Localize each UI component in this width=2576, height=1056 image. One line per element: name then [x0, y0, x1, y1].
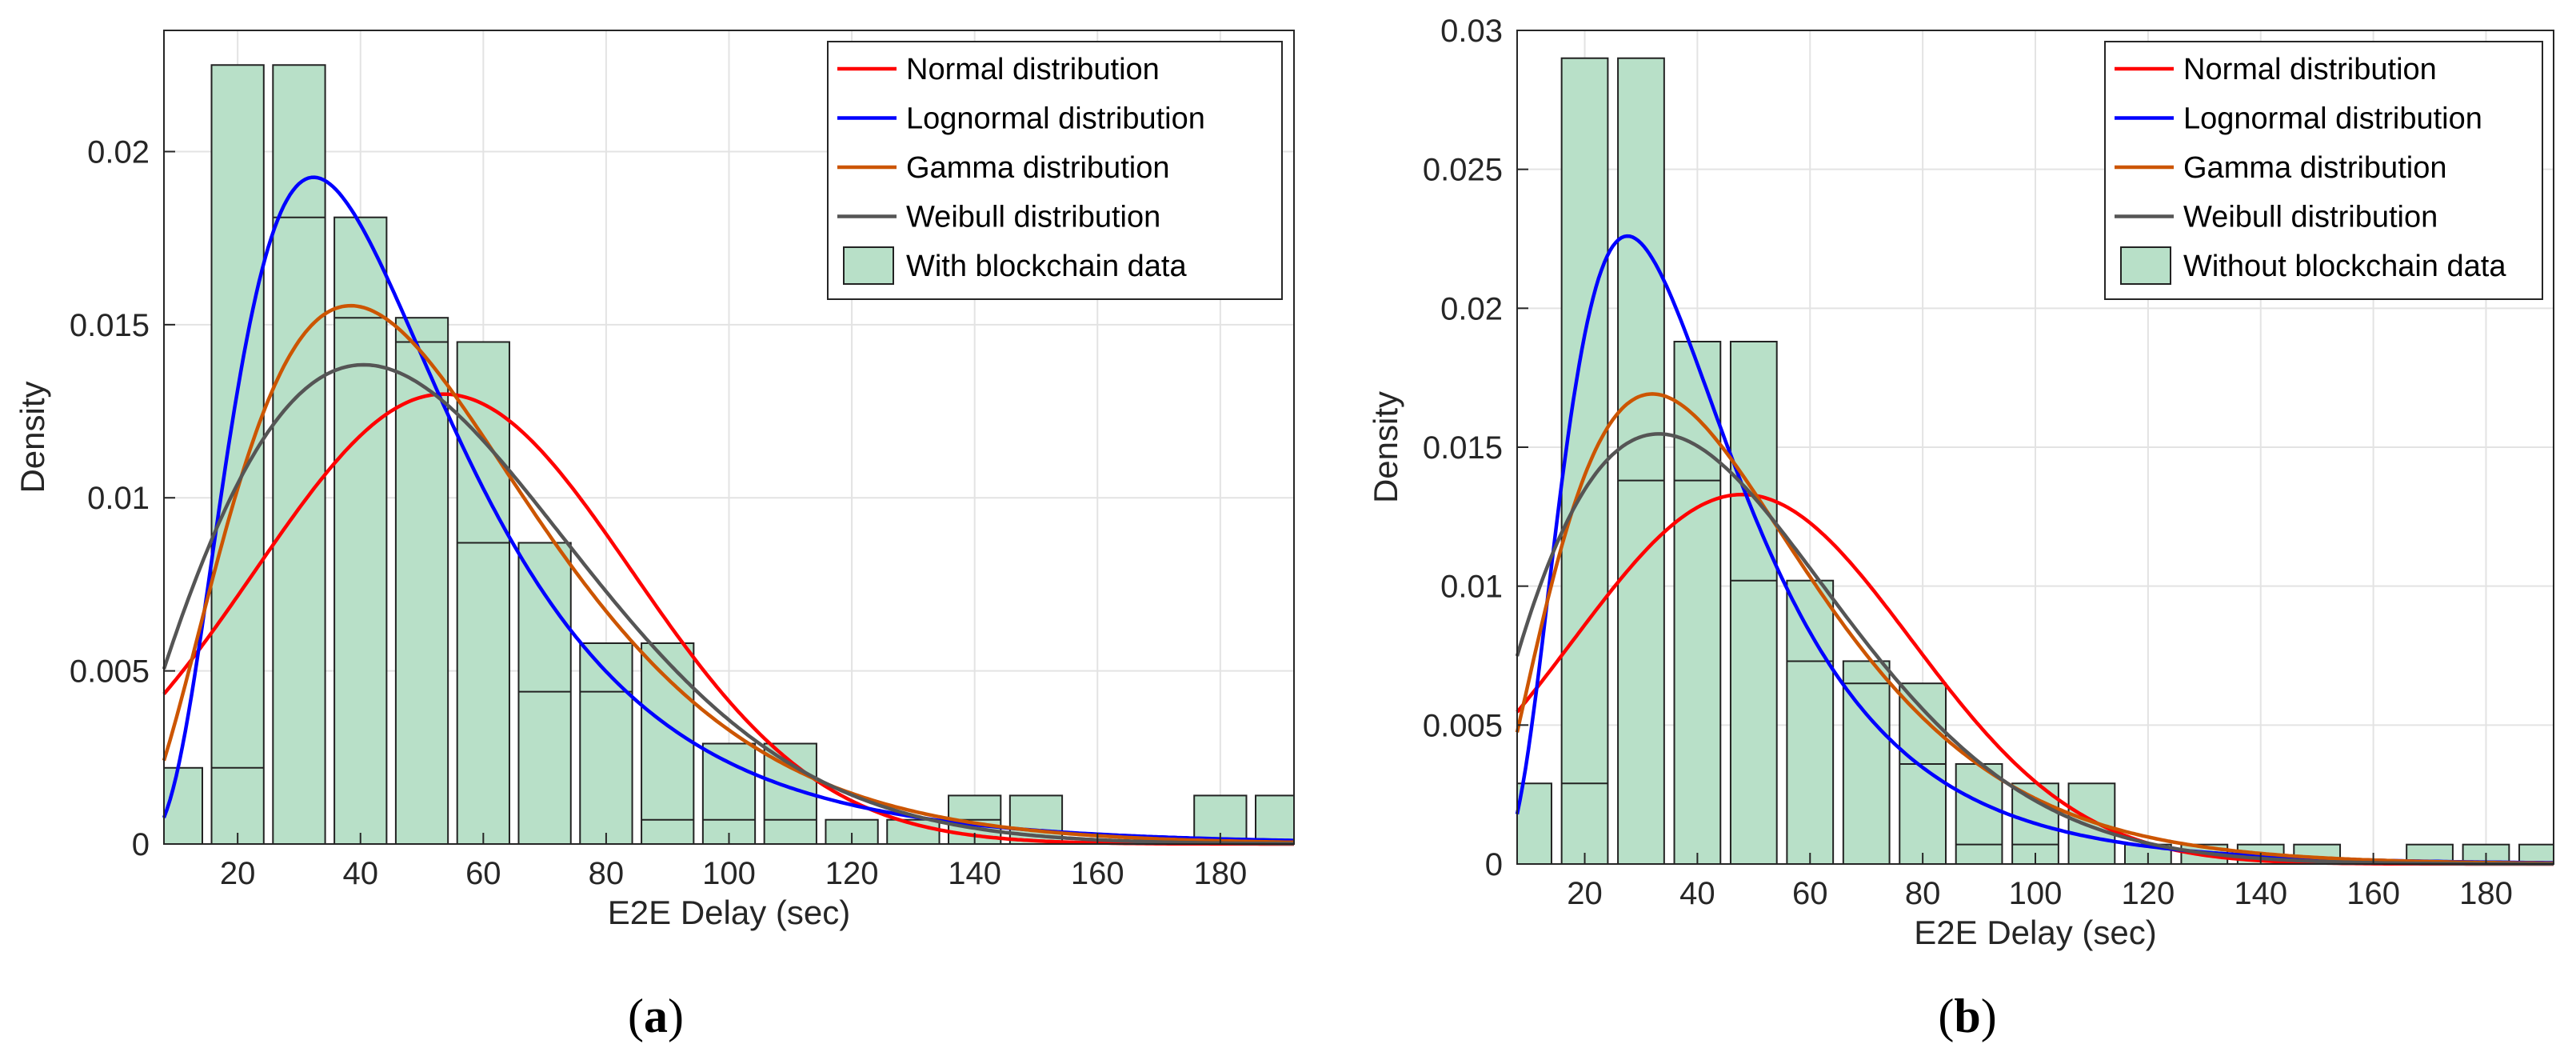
histogram-bar [333, 216, 388, 845]
legend-entry: Normal distribution [906, 53, 1160, 86]
caption-b: (b) [1938, 990, 1996, 1042]
y-tick-label: 0.025 [1423, 153, 1503, 188]
x-tick-label: 40 [1679, 876, 1715, 911]
histogram-bar [1617, 57, 1665, 865]
histogram-bar [517, 542, 572, 845]
legend-entry: Lognormal distribution [2183, 102, 2482, 136]
legend-entry: Lognormal distribution [906, 102, 1205, 136]
x-tick-label: 120 [825, 856, 879, 891]
weibull-curve [162, 362, 1294, 846]
panel-a: 20 40 60 80 100 120 140 160 180 00.0050.010.0150… [14, 30, 1295, 1042]
legend-swatch-bar [843, 246, 894, 285]
x-ticks-b: 20 40 60 80 100 120 140 160 180 [1567, 853, 2513, 911]
legend-box [827, 41, 1283, 300]
panel-b: 20 40 60 80 100 120 140 160 180 00.0050.010.0150… [1367, 14, 2554, 1042]
weibull-curve [1515, 432, 2554, 866]
histogram-bar [1729, 341, 1778, 866]
histogram-bar [1673, 341, 1722, 866]
y-tick-label: 0 [1485, 847, 1503, 882]
y-tick-label: 0.01 [87, 481, 150, 516]
legend-swatch-bar [2120, 246, 2171, 285]
legend-a: Normal distribution Lognormal distributio… [827, 41, 1283, 300]
y-ticks-b: 0 0.005 0.01 0.015 0.02 0.025 0.03 [1423, 14, 1528, 882]
y-tick-label: 0.02 [87, 134, 150, 170]
x-ticks-a: 20 40 60 80 100 120 140 160 180 [220, 833, 1247, 891]
histogram-bar [579, 642, 633, 845]
x-tick-label: 140 [2234, 876, 2287, 911]
histogram-bar [1899, 682, 1947, 865]
x-tick-label: 180 [1193, 856, 1247, 891]
x-tick-label: 60 [1792, 876, 1828, 911]
x-tick-label: 100 [2009, 876, 2063, 911]
legend-entry: Gamma distribution [2183, 151, 2446, 185]
x-tick-label: 140 [948, 856, 1001, 891]
legend-entry: Without blockchain data [2183, 250, 2506, 283]
histogram-a [163, 64, 1295, 846]
histogram-bar [641, 642, 695, 845]
y-axis-label-a: Density [14, 381, 51, 493]
y-tick-label: 0.005 [70, 654, 150, 690]
y-tick-label: 0.01 [1440, 570, 1503, 605]
x-tick-label: 80 [589, 856, 625, 891]
y-tick-label: 0 [132, 827, 150, 862]
x-tick-label: 160 [2346, 876, 2400, 911]
histogram-bar [272, 64, 326, 845]
histogram-inner-lines-b [1561, 479, 2059, 846]
x-tick-label: 80 [1905, 876, 1941, 911]
x-tick-label: 20 [220, 856, 256, 891]
curves-a [162, 175, 1295, 846]
histogram-bar [1560, 57, 1609, 865]
histogram-bar [456, 341, 510, 845]
histogram-bar [2067, 782, 2116, 865]
x-tick-label: 180 [2459, 876, 2513, 911]
gamma-curve [162, 303, 1294, 845]
x-axis-label-a: E2E Delay (sec) [608, 894, 850, 931]
x-tick-label: 160 [1071, 856, 1124, 891]
histogram-bar [1955, 762, 2003, 866]
legend-entry: Normal distribution [2183, 53, 2437, 86]
x-tick-label: 100 [702, 856, 756, 891]
legend-entry: Gamma distribution [906, 151, 1169, 185]
x-axis-label-b: E2E Delay (sec) [1914, 914, 2156, 951]
y-ticks-a: 0 0.005 0.01 0.015 0.02 [70, 134, 175, 862]
curves-b [1515, 234, 2554, 866]
x-tick-label: 120 [2121, 876, 2175, 911]
y-axis-label-b: Density [1367, 391, 1404, 503]
x-tick-label: 20 [1567, 876, 1603, 911]
legend-entry: With blockchain data [906, 250, 1187, 283]
y-tick-label: 0.005 [1423, 708, 1503, 743]
y-tick-label: 0.015 [1423, 430, 1503, 466]
x-tick-label: 60 [465, 856, 501, 891]
histogram-bar [701, 742, 757, 845]
histogram-bar [1786, 579, 1835, 865]
y-tick-label: 0.015 [70, 308, 150, 343]
legend-box [2104, 41, 2543, 300]
legend-entry: Weibull distribution [906, 201, 1160, 234]
normal-curve [162, 392, 1294, 846]
histogram-inner-lines-a [211, 216, 1001, 821]
legend-entry: Weibull distribution [2183, 201, 2438, 234]
legend-b: Normal distribution Lognormal distributio… [2104, 41, 2543, 300]
histogram-bar [210, 64, 265, 845]
caption-a: (a) [628, 990, 684, 1042]
gamma-curve [1515, 392, 2554, 866]
y-tick-label: 0.03 [1440, 14, 1503, 49]
y-tick-label: 0.02 [1440, 291, 1503, 326]
histogram-bar [1255, 794, 1295, 846]
x-tick-label: 40 [342, 856, 378, 891]
histogram-bar [1516, 782, 1552, 865]
